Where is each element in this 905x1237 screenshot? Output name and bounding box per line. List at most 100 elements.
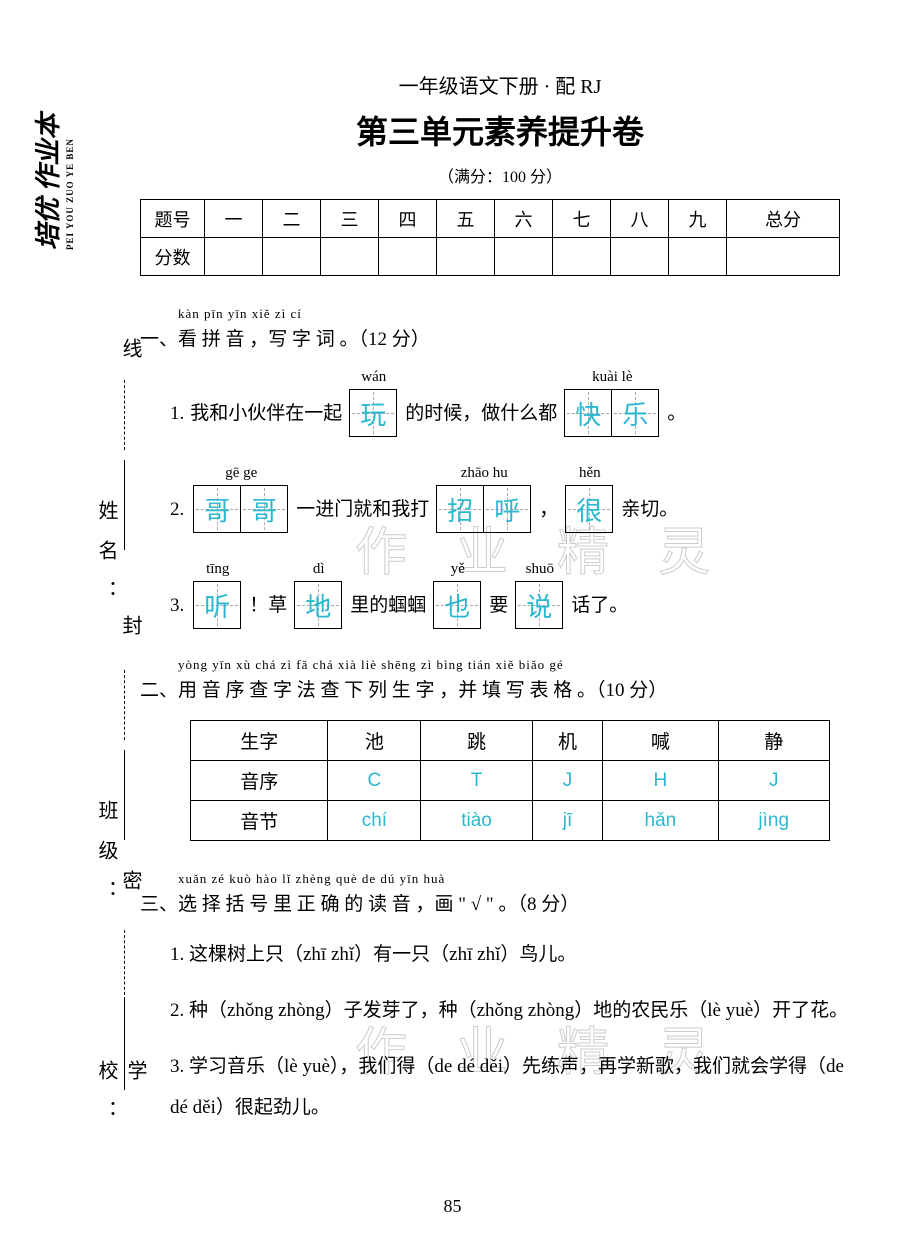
character-write-box[interactable]: 说 bbox=[515, 581, 563, 629]
character-write-box[interactable]: 快 bbox=[564, 389, 612, 437]
side-line-1 bbox=[124, 1000, 125, 1090]
lookup-answer-cell[interactable]: jī bbox=[532, 801, 603, 841]
score-header-cell: 四 bbox=[379, 200, 437, 238]
character-write-box[interactable]: 呼 bbox=[483, 485, 531, 533]
pinyin-label: yě bbox=[451, 561, 465, 579]
score-blank-cell[interactable] bbox=[205, 238, 263, 276]
pinyin-label: gē ge bbox=[225, 465, 257, 483]
logo-sub: PEI YOU ZUO YE BEN bbox=[65, 113, 75, 250]
pinyin-char-group: shuō 说 bbox=[516, 561, 563, 629]
section3-text: 三、选 择 括 号 里 正 确 的 读 音 ，画 " √ " 。（8 分） bbox=[140, 889, 860, 916]
pinyin-label: tīng bbox=[206, 561, 229, 579]
score-blank-cell[interactable] bbox=[379, 238, 437, 276]
character-write-box[interactable]: 很 bbox=[565, 485, 613, 533]
character-write-box[interactable]: 地 bbox=[294, 581, 342, 629]
score-header-cell: 总分 bbox=[727, 200, 840, 238]
score-blank-cell[interactable] bbox=[553, 238, 611, 276]
pinyin-char-group: tīng 听 bbox=[194, 561, 241, 629]
section1-pinyin: kàn pīn yīn xiě zì cí bbox=[178, 306, 860, 322]
lookup-answer-cell[interactable]: chí bbox=[328, 801, 421, 841]
side-line-2 bbox=[124, 750, 125, 840]
fill-blank-line: 3.tīng听！草dì地里的蝈蝈yě也要shuō说话了。 bbox=[170, 561, 860, 629]
lookup-cell: 音节 bbox=[191, 801, 328, 841]
section2-pinyin: yòng yīn xù chá zì fǎ chá xià liè shēng … bbox=[178, 657, 860, 673]
answer-char: 哥 bbox=[251, 491, 277, 528]
section3-items: 1. 这棵树上只（zhī zhǐ）有一只（zhī zhǐ）鸟儿。2. 种（zhǒ… bbox=[140, 934, 860, 1129]
header-score: （满分：100 分） bbox=[140, 163, 860, 187]
lookup-answer-cell[interactable]: T bbox=[421, 761, 532, 801]
fill-blank-line: 2.gē ge哥哥一进门就和我打zhāo hu招呼，hěn很亲切。 bbox=[170, 465, 860, 533]
section1-title: kàn pīn yīn xiě zì cí 一、看 拼 音 ，写 字 词 。（1… bbox=[140, 306, 860, 351]
answer-char: 听 bbox=[204, 587, 230, 624]
section1-text: 一、看 拼 音 ，写 字 词 。（12 分） bbox=[140, 324, 860, 351]
character-write-box[interactable]: 玩 bbox=[349, 389, 397, 437]
answer-char: 很 bbox=[576, 491, 602, 528]
score-header-cell: 一 bbox=[205, 200, 263, 238]
answer-char: 说 bbox=[526, 587, 552, 624]
section3-title: xuǎn zé kuò hào lǐ zhèng què de dú yīn h… bbox=[140, 871, 860, 916]
answer-char: 招 bbox=[447, 491, 473, 528]
answer-char: 乐 bbox=[622, 395, 648, 432]
lookup-answer-cell[interactable]: C bbox=[328, 761, 421, 801]
question-text: ， bbox=[539, 494, 558, 521]
pinyin-char-group: kuài lè快乐 bbox=[565, 369, 659, 437]
pinyin-label: dì bbox=[313, 561, 325, 579]
score-header-cell: 五 bbox=[437, 200, 495, 238]
lookup-answer-cell[interactable]: H bbox=[603, 761, 718, 801]
score-header-cell: 九 bbox=[669, 200, 727, 238]
logo-main: 培优 作业本 bbox=[34, 113, 63, 250]
lookup-cell: 生字 bbox=[191, 721, 328, 761]
pinyin-label: shuō bbox=[526, 561, 554, 579]
page-content: 一年级语文下册 · 配 RJ 第三单元素养提升卷 （满分：100 分） 题号一二… bbox=[140, 70, 860, 1143]
side-dash-1 bbox=[124, 930, 125, 1000]
answer-char: 地 bbox=[305, 587, 331, 624]
section2-text: 二、用 音 序 查 字 法 查 下 列 生 字 ，并 填 写 表 格 。（10 … bbox=[140, 675, 860, 702]
section3-pinyin: xuǎn zé kuò hào lǐ zhèng què de dú yīn h… bbox=[178, 871, 860, 887]
answer-char: 哥 bbox=[204, 491, 230, 528]
choice-pronunciation-item: 3. 学习音乐（lè yuè），我们得（de dé děi）先练声，再学新歌，我… bbox=[170, 1046, 860, 1130]
character-write-box[interactable]: 也 bbox=[433, 581, 481, 629]
character-write-box[interactable]: 听 bbox=[193, 581, 241, 629]
pinyin-char-group: hěn很 bbox=[566, 465, 613, 533]
character-write-box[interactable]: 招 bbox=[436, 485, 484, 533]
score-row-label: 分数 bbox=[141, 238, 205, 276]
item-number: 1. bbox=[170, 403, 184, 425]
answer-char: 快 bbox=[575, 395, 601, 432]
score-header-cell: 题号 bbox=[141, 200, 205, 238]
score-header-cell: 二 bbox=[263, 200, 321, 238]
side-label-name: 姓名： bbox=[92, 500, 121, 620]
character-write-box[interactable]: 哥 bbox=[240, 485, 288, 533]
lookup-answer-cell[interactable]: tiào bbox=[421, 801, 532, 841]
score-blank-cell[interactable] bbox=[321, 238, 379, 276]
header-title: 第三单元素养提升卷 bbox=[140, 107, 860, 153]
answer-char: 也 bbox=[444, 587, 470, 624]
score-blank-cell[interactable] bbox=[669, 238, 727, 276]
workbook-logo: 培优 作业本 PEI YOU ZUO YE BEN bbox=[28, 113, 75, 250]
lookup-cell: 静 bbox=[718, 721, 830, 761]
fill-blank-line: 1.我和小伙伴在一起wán玩的时候，做什么都kuài lè快乐。 bbox=[170, 369, 860, 437]
score-blank-cell[interactable] bbox=[495, 238, 553, 276]
character-write-box[interactable]: 哥 bbox=[193, 485, 241, 533]
question-text: 一进门就和我打 bbox=[296, 494, 429, 521]
score-blank-cell[interactable] bbox=[727, 238, 840, 276]
answer-char: 玩 bbox=[360, 395, 386, 432]
pinyin-label: wán bbox=[361, 369, 386, 387]
score-blank-cell[interactable] bbox=[263, 238, 321, 276]
page-number: 85 bbox=[0, 1196, 905, 1217]
pinyin-char-group: zhāo hu 招呼 bbox=[437, 465, 531, 533]
question-text: 里的蝈蝈 bbox=[350, 590, 426, 617]
lookup-answer-cell[interactable]: J bbox=[532, 761, 603, 801]
lookup-cell: 跳 bbox=[421, 721, 532, 761]
character-write-box[interactable]: 乐 bbox=[611, 389, 659, 437]
score-blank-cell[interactable] bbox=[611, 238, 669, 276]
lookup-cell: 机 bbox=[532, 721, 603, 761]
section1-items: 1.我和小伙伴在一起wán玩的时候，做什么都kuài lè快乐。2.gē ge哥… bbox=[140, 369, 860, 629]
lookup-answer-cell[interactable]: jìng bbox=[718, 801, 830, 841]
score-header-cell: 七 bbox=[553, 200, 611, 238]
pinyin-label: zhāo hu bbox=[461, 465, 508, 483]
score-header-cell: 六 bbox=[495, 200, 553, 238]
lookup-answer-cell[interactable]: J bbox=[718, 761, 830, 801]
pinyin-char-group: yě 也 bbox=[434, 561, 481, 629]
lookup-answer-cell[interactable]: hǎn bbox=[603, 801, 718, 841]
score-blank-cell[interactable] bbox=[437, 238, 495, 276]
